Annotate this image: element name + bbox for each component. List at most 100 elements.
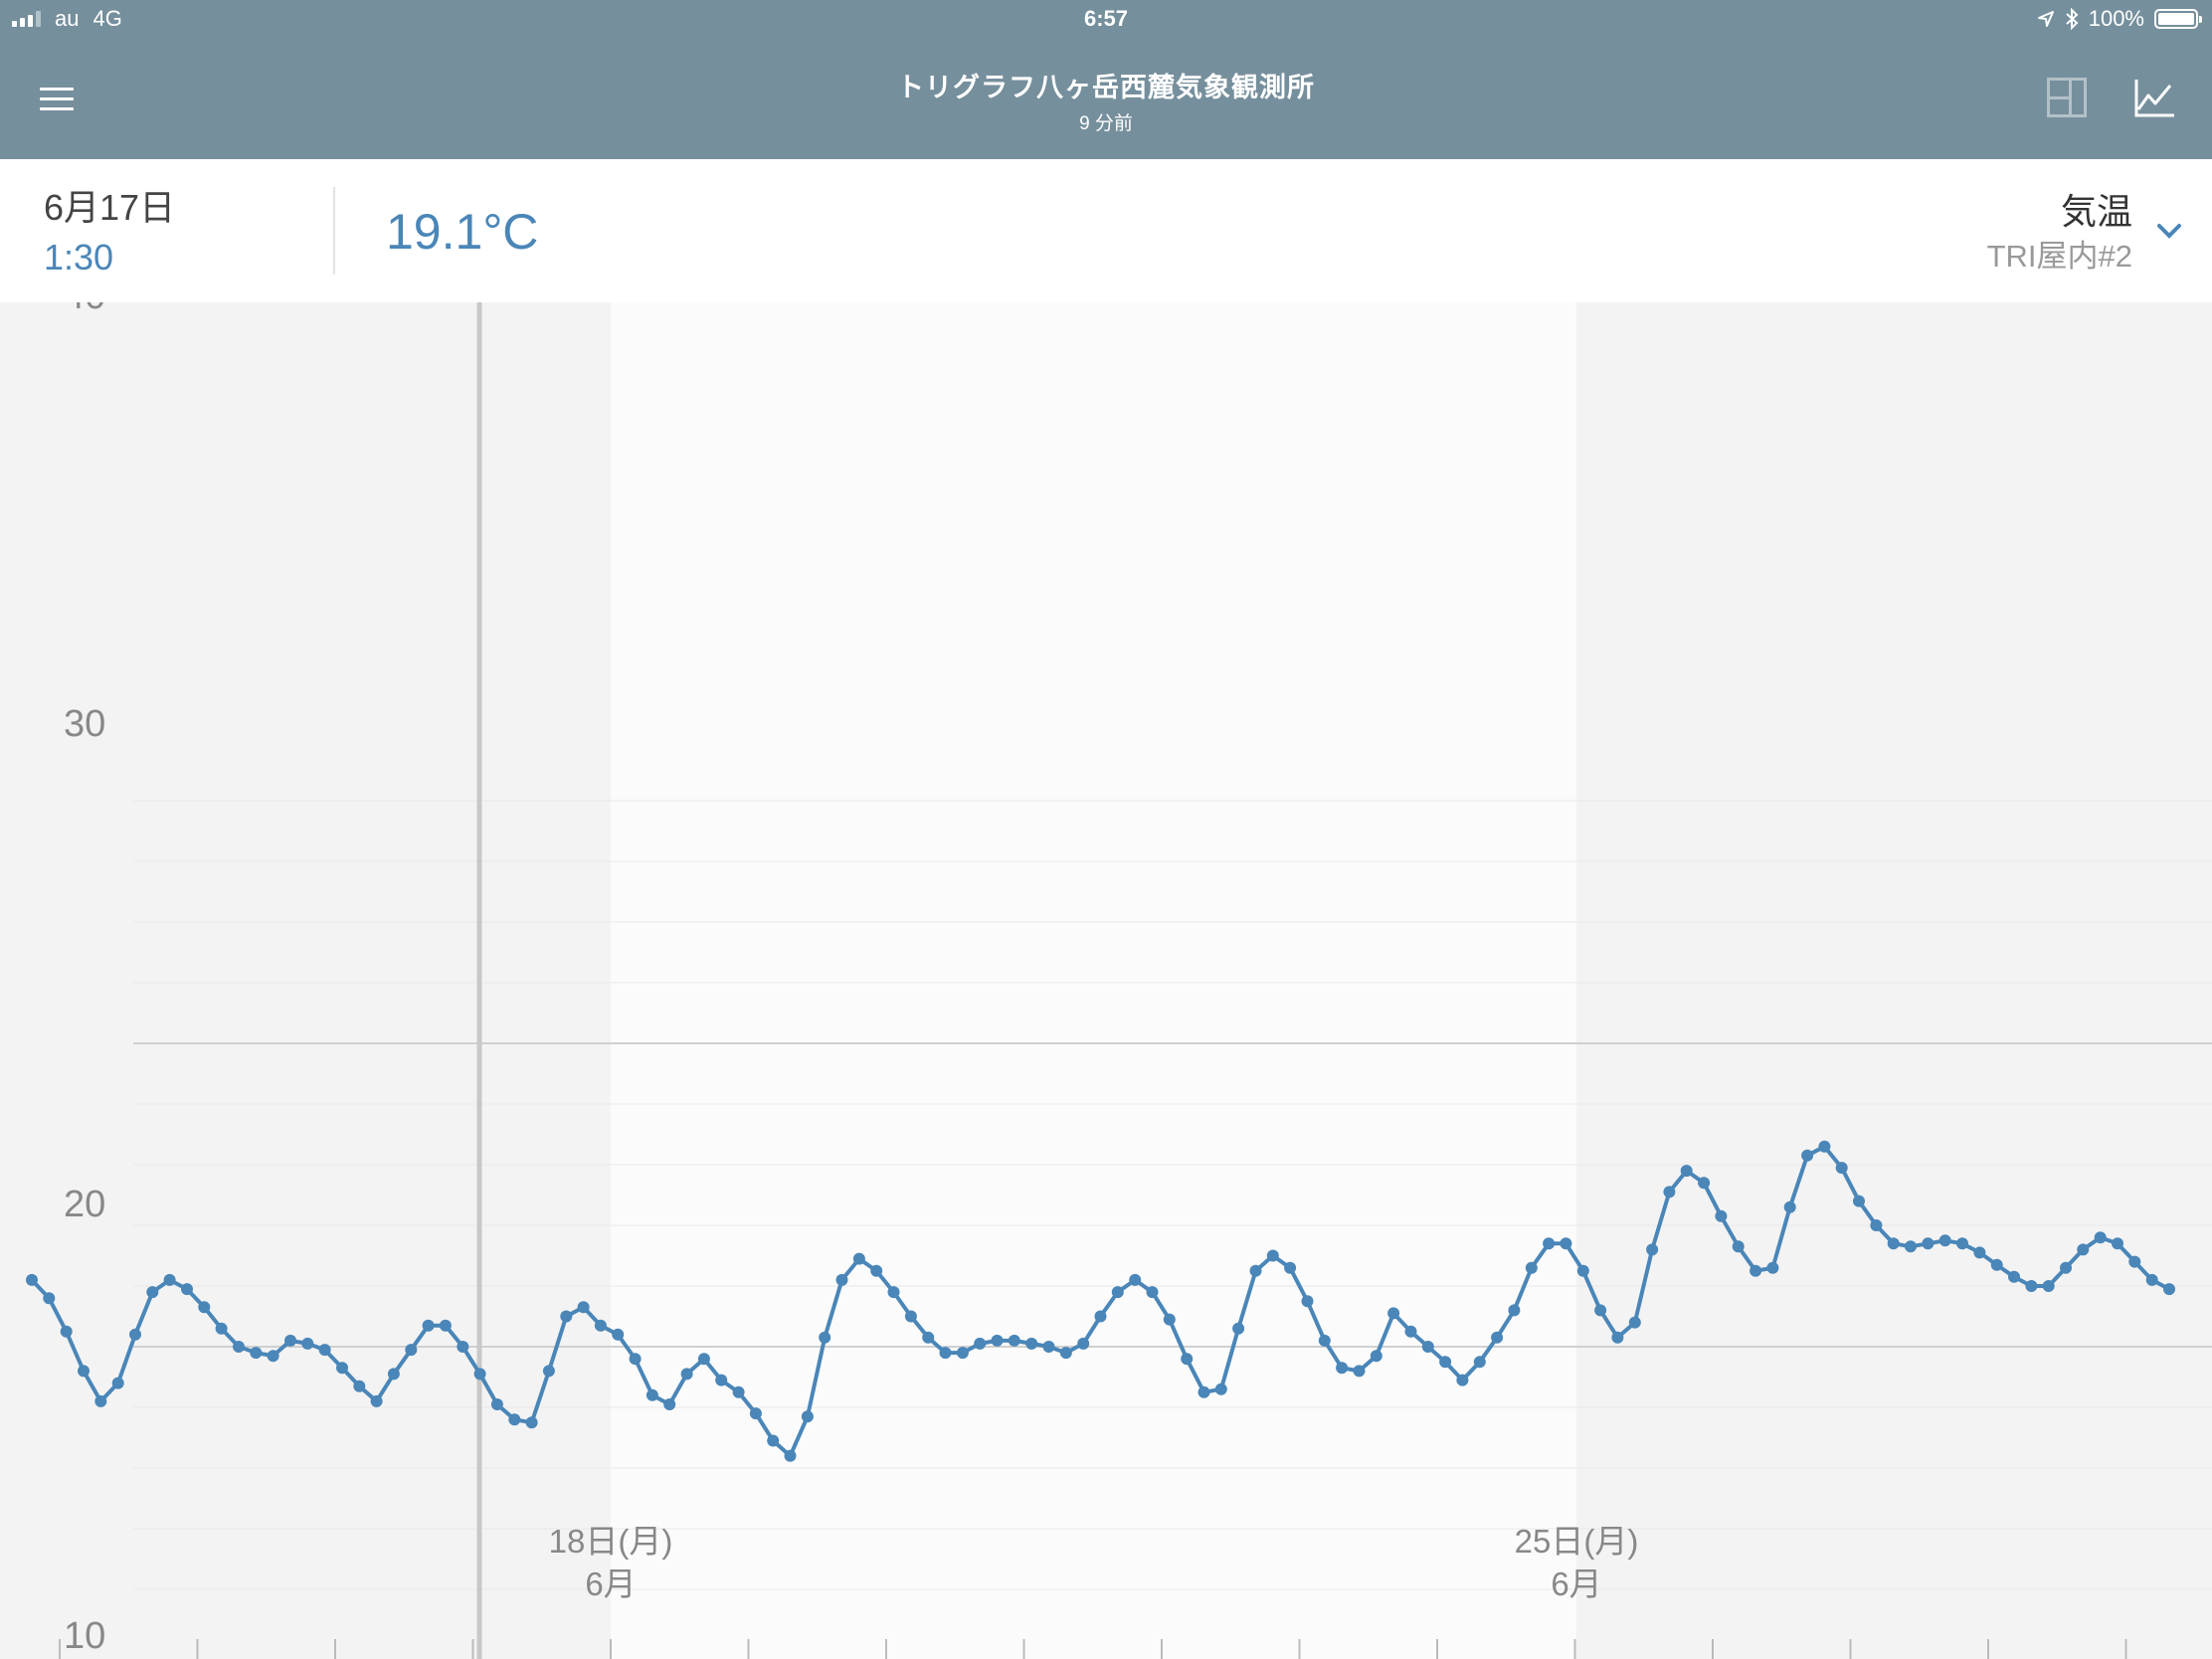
data-point [525,1416,538,1429]
data-point [645,1388,658,1401]
data-point [111,1377,124,1389]
data-point [1249,1264,1262,1277]
x-date-label: 18日(月) [549,1523,673,1560]
data-point [2163,1283,2175,1296]
data-point [2008,1270,2020,1283]
data-point [1801,1149,1814,1162]
x-month-label: 6月 [585,1566,636,1602]
data-point [1387,1307,1400,1320]
data-point [318,1344,331,1357]
data-point [784,1449,797,1462]
reading-date: 6月17日 [44,187,176,228]
y-tick-label: 20 [64,1184,105,1225]
data-point [267,1350,279,1363]
data-point [1628,1316,1641,1329]
data-point [1887,1237,1900,1250]
layout-icon[interactable] [2047,78,2087,117]
bluetooth-icon [2066,8,2079,30]
data-point [129,1328,141,1341]
data-point [26,1273,38,1286]
data-point [2060,1261,2072,1274]
data-point [1025,1337,1038,1350]
data-point [1853,1195,1865,1207]
x-date-label: 25日(月) [1515,1523,1639,1560]
battery-label: 100% [2088,6,2144,31]
network-label: 4G [92,6,122,31]
data-point [439,1319,452,1332]
data-point [215,1322,228,1335]
data-point [1698,1177,1711,1190]
data-point [1835,1162,1848,1175]
data-point [1146,1286,1159,1299]
data-point [1318,1334,1331,1347]
data-point [594,1319,607,1332]
data-point [1766,1261,1779,1274]
data-point [473,1368,486,1381]
data-point [1905,1240,1917,1253]
status-left: au 4G [12,6,122,32]
data-point [1077,1337,1090,1350]
reading-panel: 6月17日 1:30 19.1°C 気温 TRI屋内#2 [0,159,2212,302]
carrier-label: au [55,6,80,31]
data-point [2094,1231,2107,1244]
data-point [1198,1385,1210,1398]
data-point [1680,1165,1693,1178]
x-month-label: 6月 [1551,1566,1601,1602]
data-point [1560,1237,1572,1250]
data-point [198,1301,211,1314]
data-point [870,1264,883,1277]
data-point [1732,1240,1745,1253]
data-point [852,1252,865,1265]
data-point [1232,1322,1245,1335]
data-point [1370,1350,1382,1363]
data-point [1042,1341,1055,1353]
data-point [1750,1264,1762,1277]
data-point [78,1365,90,1378]
data-point [1508,1304,1521,1317]
data-point [1214,1382,1227,1395]
data-point [1129,1273,1142,1286]
status-bar: au 4G 6:57 100% [0,0,2212,40]
data-point [353,1380,366,1392]
data-point [1301,1295,1314,1308]
data-point [1491,1331,1504,1344]
chevron-down-icon[interactable] [2156,221,2182,241]
data-point [1576,1264,1589,1277]
reading-value: 19.1°C [386,204,539,260]
data-point [1473,1356,1486,1369]
data-point [991,1334,1004,1347]
y-tick-label: 10 [64,1615,105,1657]
sensor-label[interactable]: TRI屋内#2 [1986,239,2132,274]
data-point [43,1292,56,1305]
data-point [560,1310,573,1323]
data-point [1353,1365,1366,1378]
data-point [370,1394,383,1407]
data-point [1336,1362,1349,1375]
data-point [1870,1219,1883,1231]
data-point [732,1385,745,1398]
metric-selector-label[interactable]: 気温 [2060,191,2132,232]
data-point [1543,1237,1556,1250]
band-next [1576,302,2212,1659]
data-point [405,1344,418,1357]
data-point [490,1398,503,1410]
clock: 6:57 [1083,6,1129,31]
data-point [1938,1234,1951,1247]
data-point [715,1374,728,1386]
x-axis: 18日(月) 6月 25日(月) 6月 [549,1523,1639,1602]
week-bands [0,302,2212,1659]
data-point [2112,1237,2123,1250]
station-title: トリグラフ八ヶ岳西麓気象観測所 [897,73,1315,102]
data-point [887,1286,900,1299]
reading-time: 1:30 [44,237,114,277]
data-point [1094,1310,1107,1323]
menu-icon[interactable] [40,88,74,113]
temperature-chart[interactable]: 40 30 20 10 18日(月) 6月 25日(月) 6月 [0,302,2212,1659]
data-point [250,1347,263,1360]
data-point [629,1353,642,1366]
data-point [577,1301,590,1314]
data-point [1956,1237,1968,1250]
chart-icon[interactable] [2132,76,2176,119]
nav-bar: トリグラフ八ヶ岳西麓気象観測所 9 分前 [0,40,2212,159]
data-point [1818,1140,1831,1153]
